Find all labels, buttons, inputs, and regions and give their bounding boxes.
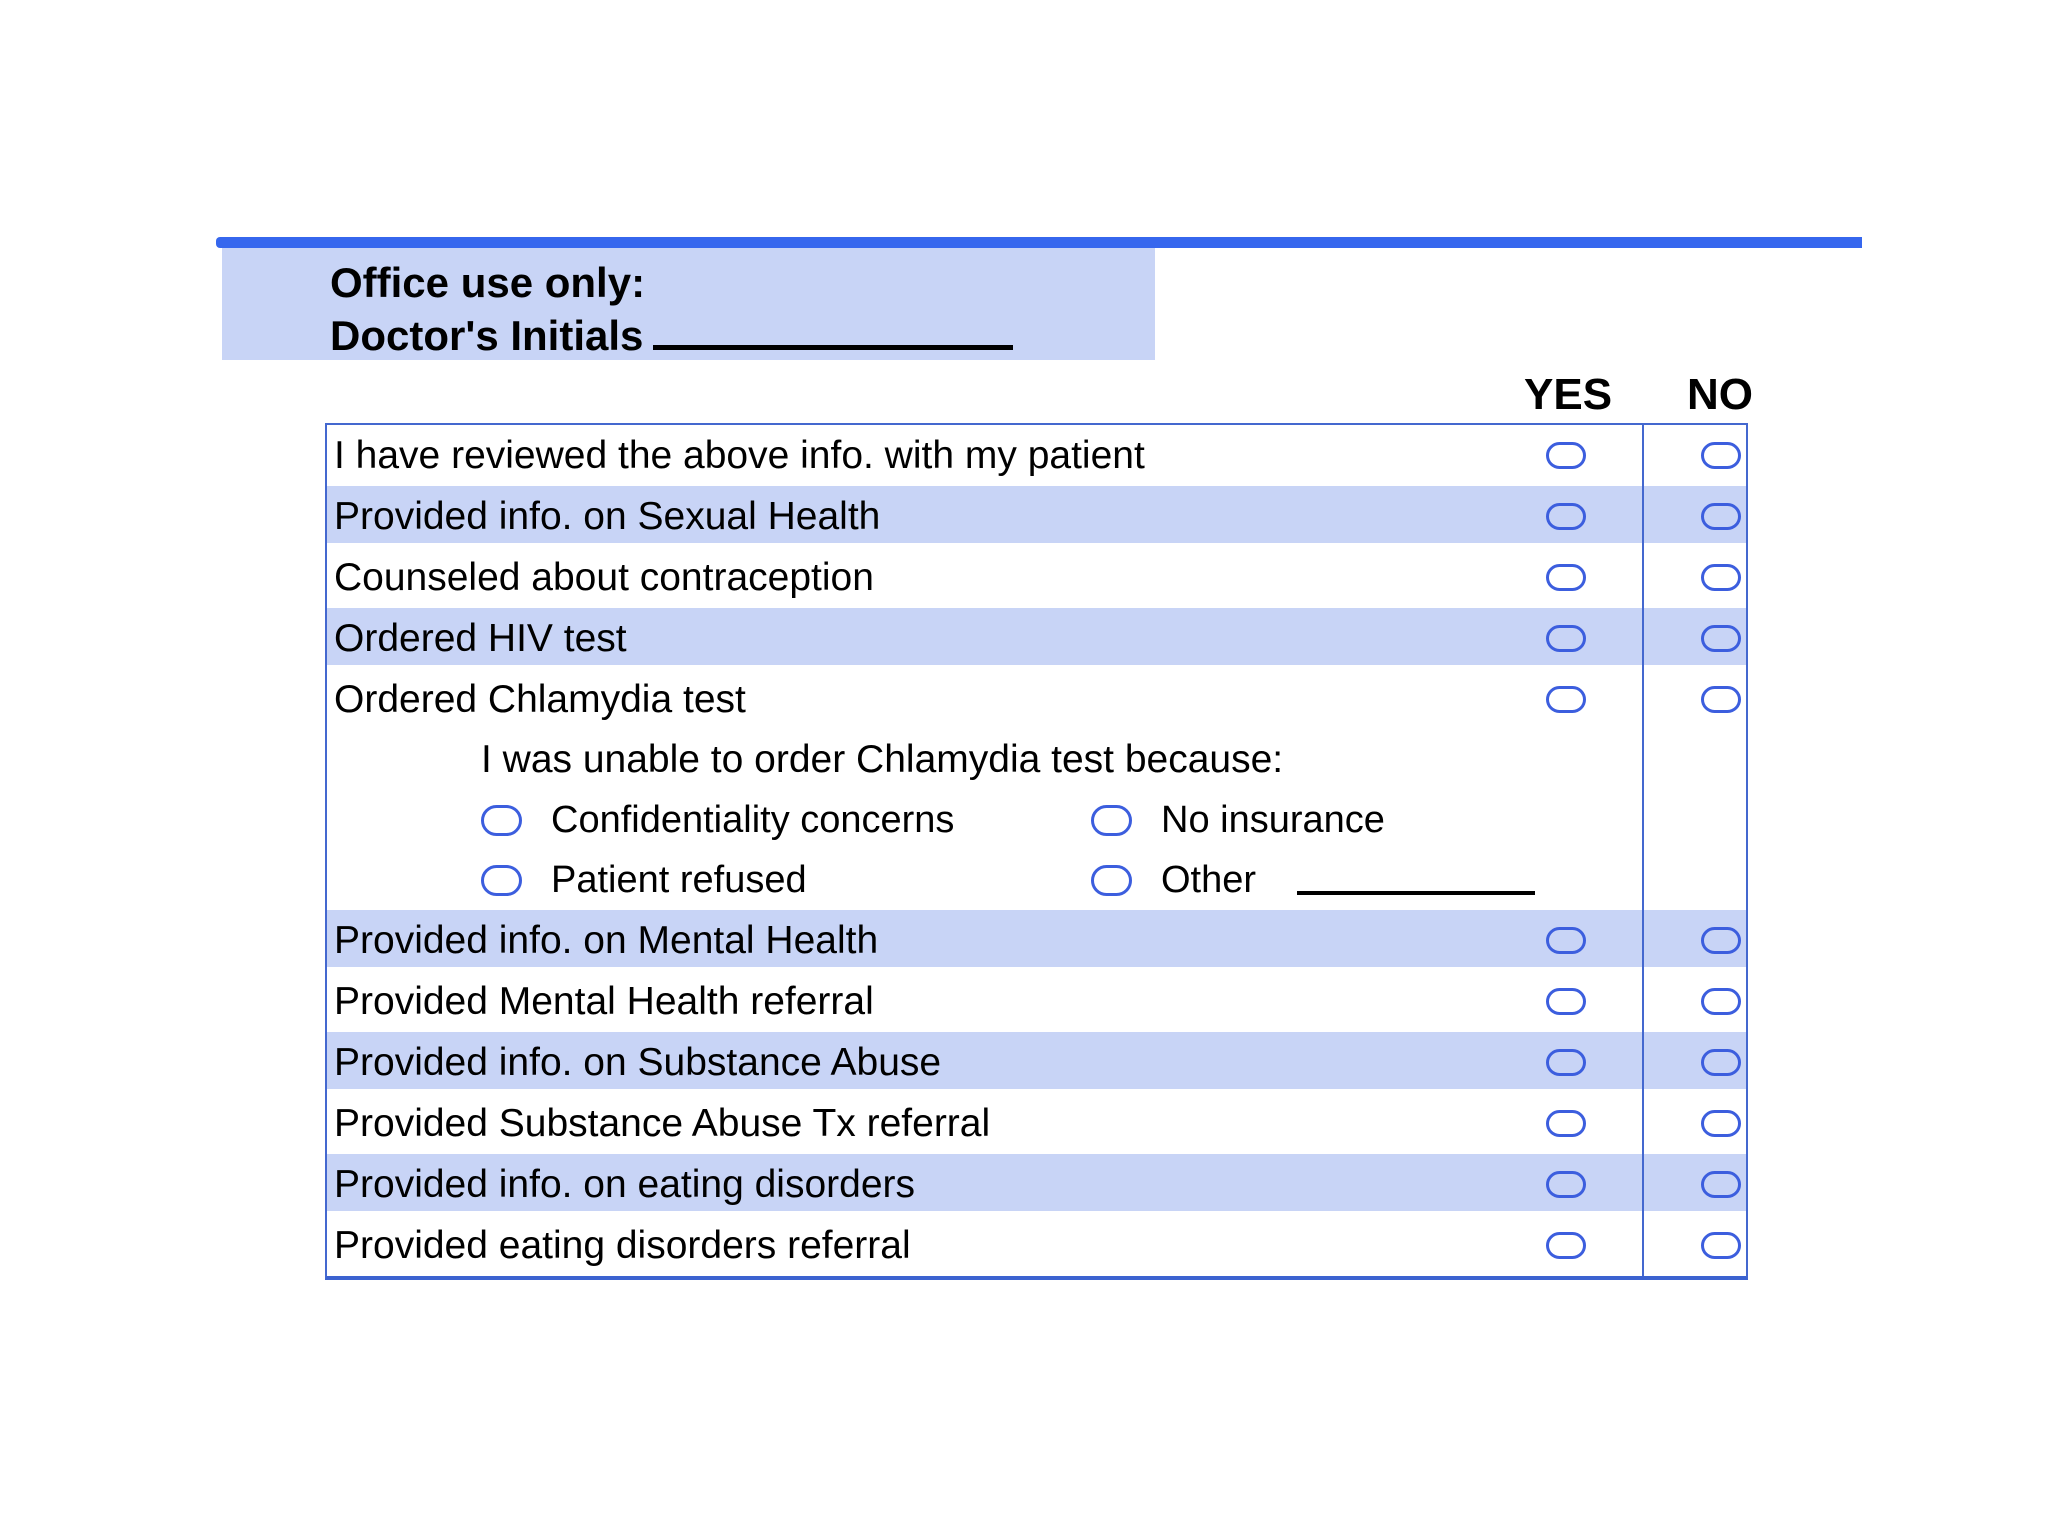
table-row: Provided info. on Sexual Health <box>327 486 1746 547</box>
followup-option-row: Patient refused Other <box>327 850 1642 910</box>
table-row: Provided Mental Health referral <box>327 971 1746 1032</box>
no-radio[interactable] <box>1701 625 1741 652</box>
no-radio[interactable] <box>1701 1110 1741 1137</box>
option-label: Confidentiality concerns <box>551 798 955 841</box>
no-radio[interactable] <box>1701 1171 1741 1198</box>
no-radio[interactable] <box>1701 564 1741 591</box>
no-radio[interactable] <box>1701 442 1741 469</box>
no-column-header: NO <box>1687 370 1753 419</box>
option-label: No insurance <box>1161 798 1385 841</box>
yes-radio[interactable] <box>1546 686 1586 713</box>
office-checklist-table: I have reviewed the above info. with my … <box>325 423 1748 1280</box>
no-radio[interactable] <box>1701 988 1741 1015</box>
table-row: Counseled about contraception <box>327 547 1746 608</box>
accent-bar <box>216 237 1862 248</box>
table-row: Ordered HIV test <box>327 608 1746 669</box>
yes-radio[interactable] <box>1546 442 1586 469</box>
yes-radio[interactable] <box>1546 1232 1586 1259</box>
no-radio[interactable] <box>1701 1049 1741 1076</box>
table-row: Provided eating disorders referral <box>327 1215 1746 1276</box>
doctors-initials-row: Doctor's Initials <box>330 309 1155 362</box>
row-label: Ordered Chlamydia test <box>334 677 746 721</box>
other-radio[interactable] <box>1091 864 1132 896</box>
row-label: Counseled about contraception <box>334 555 874 599</box>
table-row: Provided info. on Mental Health <box>327 910 1746 971</box>
followup-option-row: Confidentiality concerns No insurance <box>327 790 1642 850</box>
yes-radio[interactable] <box>1546 1110 1586 1137</box>
no-radio[interactable] <box>1701 927 1741 954</box>
no-radio[interactable] <box>1701 1232 1741 1259</box>
yes-column-header: YES <box>1524 370 1613 419</box>
yes-radio[interactable] <box>1546 1049 1586 1076</box>
yes-radio[interactable] <box>1546 503 1586 530</box>
doctors-initials-label: Doctor's Initials <box>330 312 644 359</box>
row-label: Provided info. on Sexual Health <box>334 494 881 538</box>
table-row: Provided info. on Substance Abuse <box>327 1032 1746 1093</box>
row-label: Ordered HIV test <box>334 616 627 660</box>
yes-radio[interactable] <box>1546 988 1586 1015</box>
doctors-initials-field[interactable] <box>653 315 1014 350</box>
office-use-box: Office use only: Doctor's Initials <box>222 248 1155 360</box>
office-use-title: Office use only: <box>330 259 646 306</box>
confidentiality-concerns-radio[interactable] <box>481 804 522 836</box>
row-label: Provided info. on Mental Health <box>334 918 879 962</box>
no-column-spacer <box>1642 730 1746 910</box>
other-reason-field[interactable] <box>1297 865 1536 895</box>
row-label: I have reviewed the above info. with my … <box>334 433 1145 477</box>
patient-refused-radio[interactable] <box>481 864 522 896</box>
row-label: Provided info. on eating disorders <box>334 1162 916 1206</box>
yes-radio[interactable] <box>1546 625 1586 652</box>
table-row: I have reviewed the above info. with my … <box>327 425 1746 486</box>
row-label: Provided Substance Abuse Tx referral <box>334 1101 991 1145</box>
row-label: Provided info. on Substance Abuse <box>334 1040 942 1084</box>
yes-radio[interactable] <box>1546 564 1586 591</box>
no-insurance-radio[interactable] <box>1091 804 1132 836</box>
no-radio[interactable] <box>1701 503 1741 530</box>
chlamydia-followup-section: I was unable to order Chlamydia test bec… <box>327 730 1746 910</box>
row-label: Provided Mental Health referral <box>334 979 874 1023</box>
row-label: Provided eating disorders referral <box>334 1223 911 1267</box>
option-label: Other <box>1161 858 1257 901</box>
table-row: Ordered Chlamydia test <box>327 669 1746 730</box>
option-label: Patient refused <box>551 858 807 901</box>
table-row: Provided info. on eating disorders <box>327 1154 1746 1215</box>
no-radio[interactable] <box>1701 686 1741 713</box>
table-row: Provided Substance Abuse Tx referral <box>327 1093 1746 1154</box>
chlamydia-followup-header: I was unable to order Chlamydia test bec… <box>481 738 1284 781</box>
yes-radio[interactable] <box>1546 927 1586 954</box>
yes-radio[interactable] <box>1546 1171 1586 1198</box>
